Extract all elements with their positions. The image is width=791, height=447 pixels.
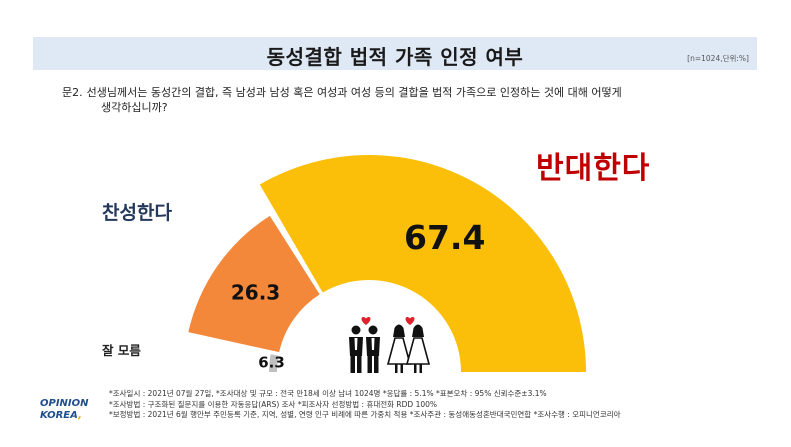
logo-line1: OPINION — [40, 398, 89, 409]
value-label-dont-know: 6.3 — [258, 354, 285, 372]
logo-line2: KOREA — [40, 410, 79, 421]
sample-info: [n=1024,단위:%] — [687, 54, 749, 63]
value-label-oppose: 67.4 — [404, 218, 485, 257]
note-line-2: *조사방법 : 구조화된 질문지를 이용한 자동응답(ARS) 조사 *피조사자… — [109, 399, 438, 409]
question-text: 문2. 선생님께서는 동성간의 결합, 즉 남성과 남성 혹은 여성과 여성 등의… — [62, 85, 742, 115]
survey-notes: *조사일시 : 2021년 07월 27일, *조사대상 및 규모 : 전국 만… — [109, 389, 769, 421]
question-line2: 생각하십니까? — [101, 101, 168, 114]
title-bar: 동성결합 법적 가족 인정 여부 [n=1024,단위:%] — [33, 37, 757, 70]
chart-slices — [188, 154, 586, 372]
chart-value-labels: 6.3 26.3 67.4 — [231, 218, 486, 372]
label-oppose: 반대한다 — [536, 151, 651, 186]
opinion-korea-logo: OPINION KOREA, — [40, 398, 89, 421]
slice-oppose — [259, 154, 586, 372]
question-line1: 선생님께서는 동성간의 결합, 즉 남성과 남성 혹은 여성과 여성 등의 결합… — [86, 86, 622, 99]
note-line-1: *조사일시 : 2021년 07월 27일, *조사대상 및 규모 : 전국 만… — [109, 389, 547, 398]
label-dont-know: 잘 모름 — [102, 343, 141, 358]
slice-dont-know — [269, 354, 279, 372]
note-line-3: *보정방법 : 2021년 6월 행안부 주민등록 기준, 지역, 성별, 연령… — [109, 410, 621, 419]
label-support: 찬성한다 — [102, 202, 172, 224]
slice-support — [188, 215, 320, 353]
value-label-support: 26.3 — [231, 281, 280, 305]
question-label: 문2. — [62, 86, 83, 99]
couples-icon — [349, 316, 431, 373]
page-title: 동성결합 법적 가족 인정 여부 — [266, 45, 524, 69]
